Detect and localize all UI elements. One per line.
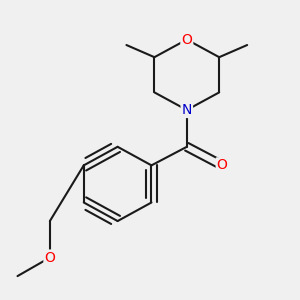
Text: O: O <box>182 33 192 46</box>
Text: N: N <box>182 103 192 117</box>
Text: O: O <box>44 250 55 265</box>
Text: O: O <box>217 158 228 172</box>
